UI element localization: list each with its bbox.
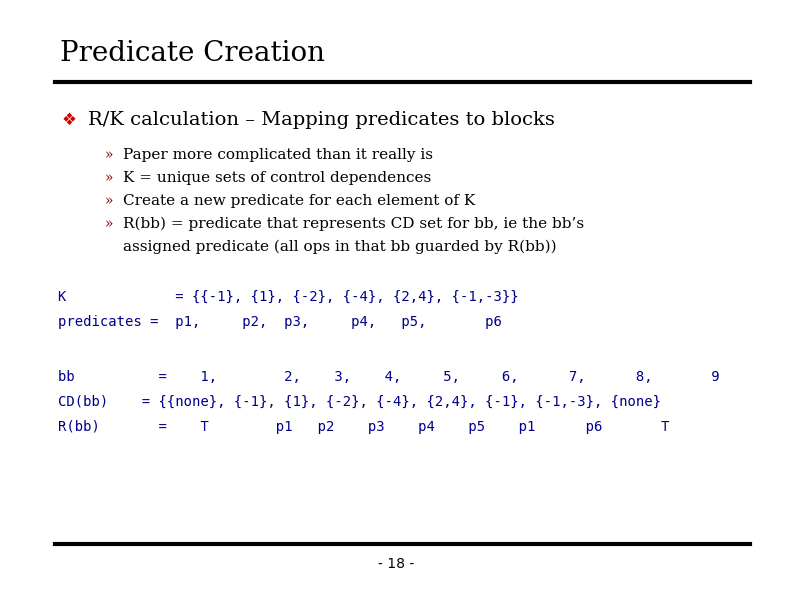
Text: ❖: ❖: [62, 111, 77, 129]
Text: R(bb)       =    T        p1   p2    p3    p4    p5    p1      p6       T: R(bb) = T p1 p2 p3 p4 p5 p1 p6 T: [58, 420, 669, 434]
Text: Predicate Creation: Predicate Creation: [60, 40, 325, 67]
Text: Paper more complicated than it really is: Paper more complicated than it really is: [123, 148, 433, 162]
Text: »: »: [105, 194, 113, 208]
Text: K             = {{-1}, {1}, {-2}, {-4}, {2,4}, {-1,-3}}: K = {{-1}, {1}, {-2}, {-4}, {2,4}, {-1,-…: [58, 290, 519, 304]
Text: K = unique sets of control dependences: K = unique sets of control dependences: [123, 171, 432, 185]
Text: Create a new predicate for each element of K: Create a new predicate for each element …: [123, 194, 475, 208]
Text: predicates =  p1,     p2,  p3,     p4,   p5,       p6: predicates = p1, p2, p3, p4, p5, p6: [58, 315, 502, 329]
Text: R/K calculation – Mapping predicates to blocks: R/K calculation – Mapping predicates to …: [88, 111, 555, 129]
Text: assigned predicate (all ops in that bb guarded by R(bb)): assigned predicate (all ops in that bb g…: [123, 240, 557, 254]
Text: »: »: [105, 217, 113, 231]
Text: - 18 -: - 18 -: [378, 557, 414, 571]
Text: bb          =    1,        2,    3,    4,     5,     6,      7,      8,       9: bb = 1, 2, 3, 4, 5, 6, 7, 8, 9: [58, 370, 720, 384]
Text: CD(bb)    = {{none}, {-1}, {1}, {-2}, {-4}, {2,4}, {-1}, {-1,-3}, {none}: CD(bb) = {{none}, {-1}, {1}, {-2}, {-4},…: [58, 395, 661, 409]
Text: R(bb) = predicate that represents CD set for bb, ie the bb’s: R(bb) = predicate that represents CD set…: [123, 217, 584, 231]
Text: »: »: [105, 148, 113, 162]
Text: »: »: [105, 171, 113, 185]
